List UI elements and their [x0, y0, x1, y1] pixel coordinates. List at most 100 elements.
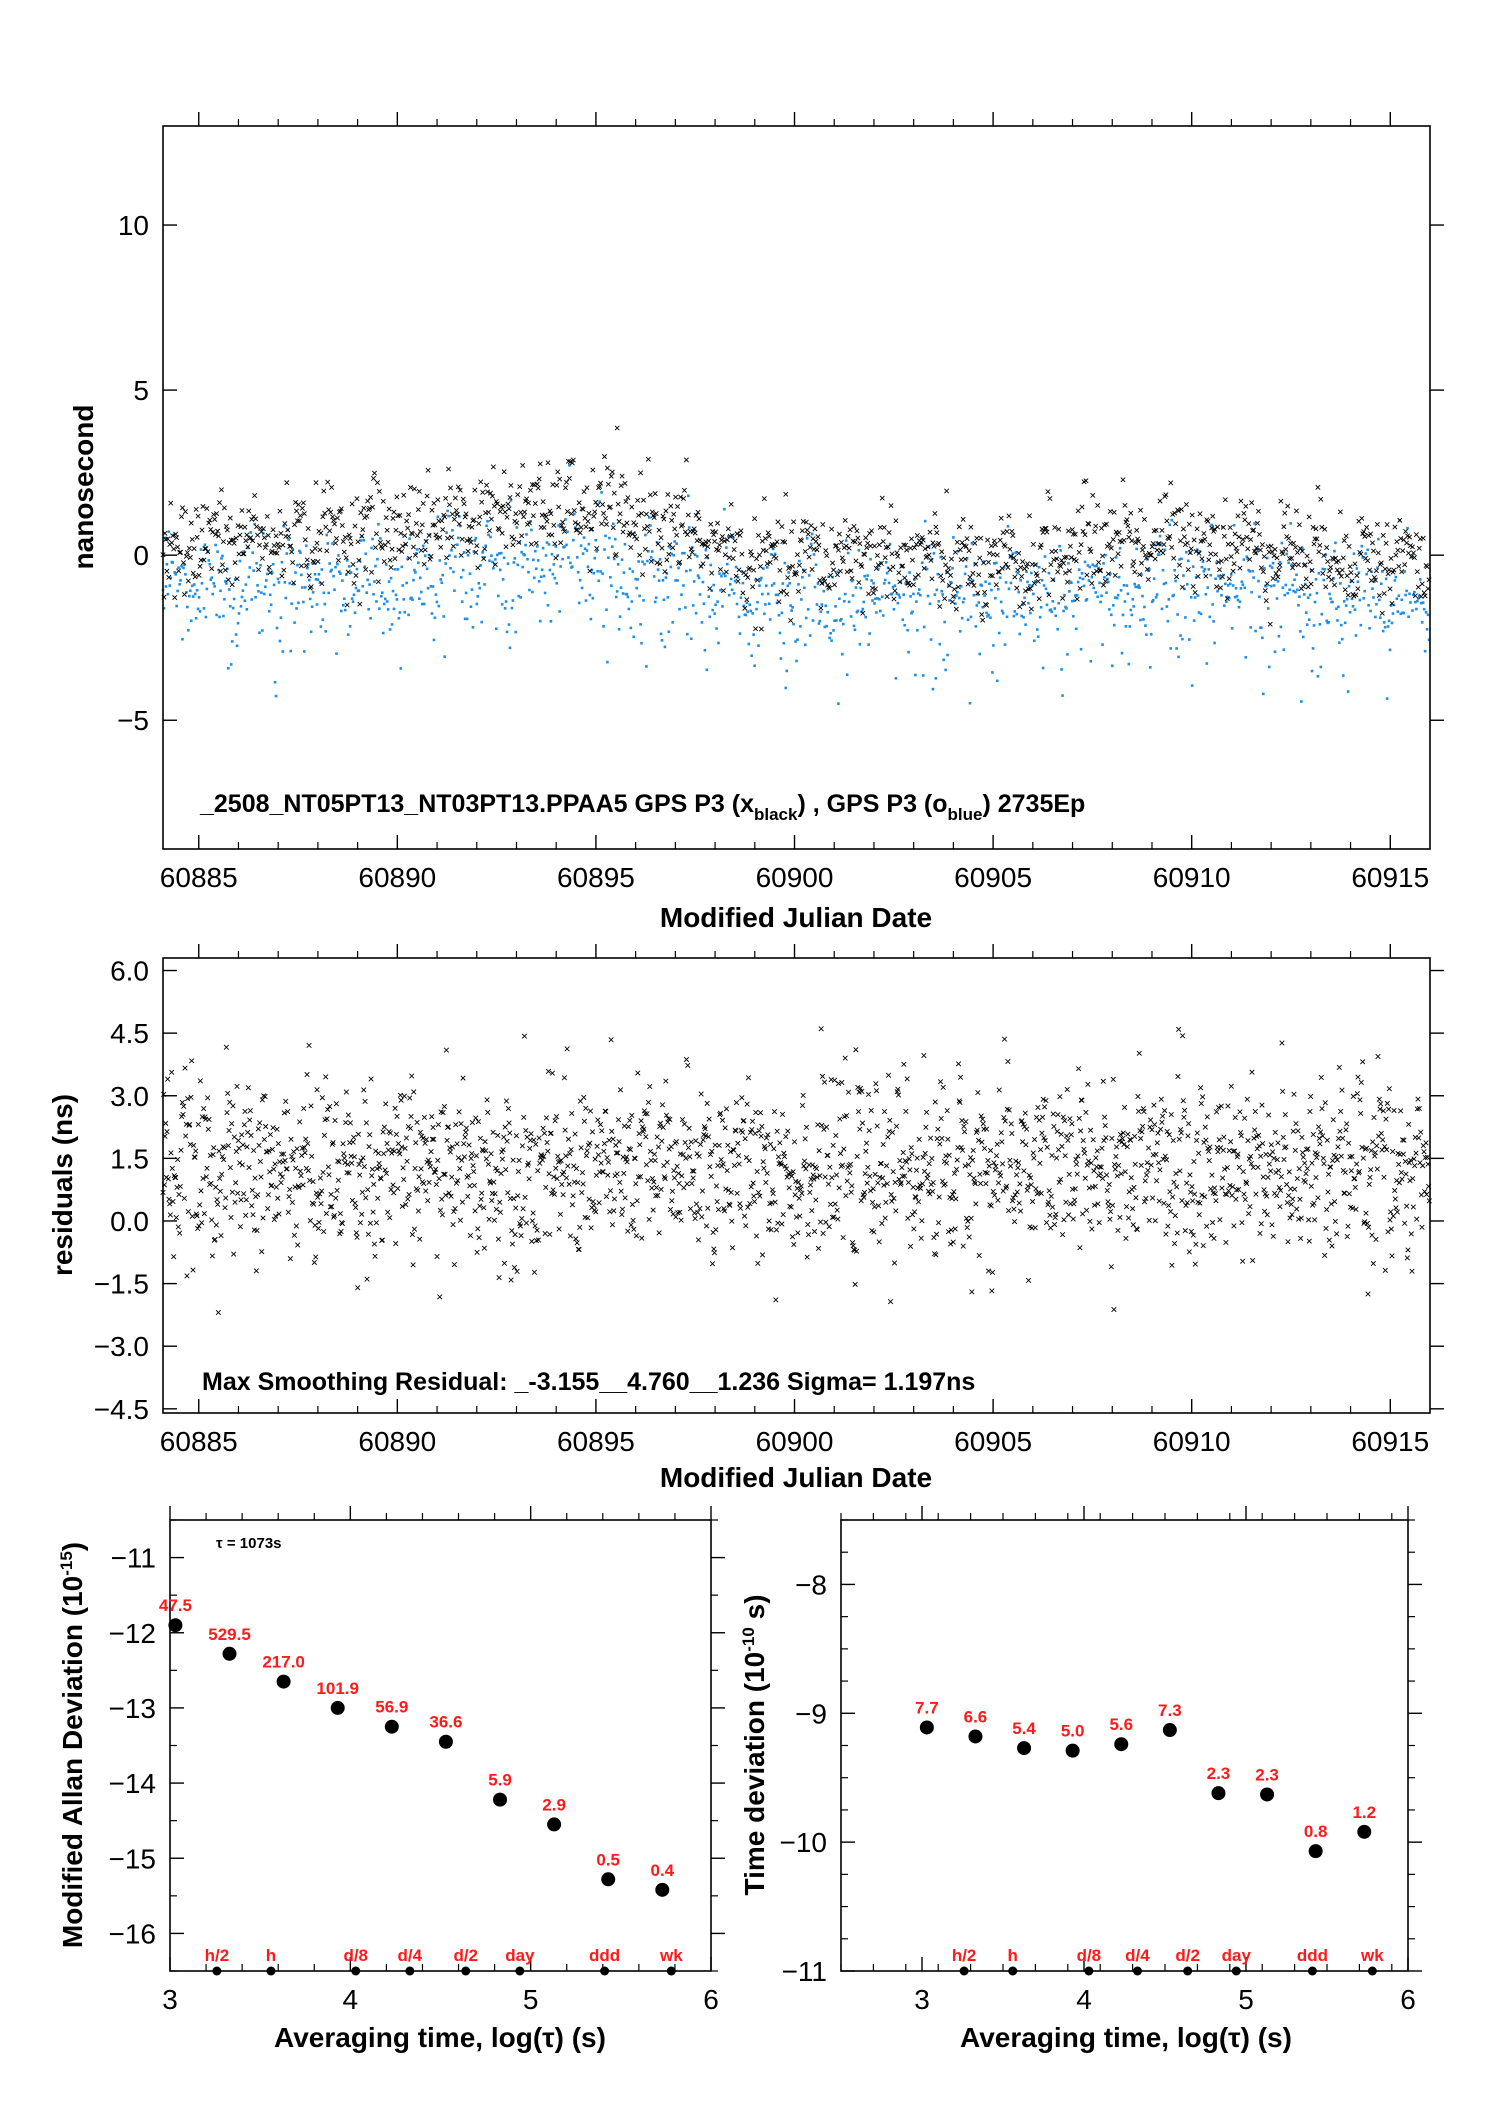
blue-point [648, 516, 651, 519]
y-tick-label: −10 [780, 1827, 828, 1858]
blue-point [1351, 605, 1355, 608]
blue-point [1416, 599, 1419, 603]
blue-point [310, 605, 314, 609]
deviation-point-label: 217.0 [262, 1653, 305, 1672]
blue-point [778, 631, 782, 635]
black-x-point [1100, 582, 1107, 588]
blue-point [184, 573, 187, 576]
black-x-point [581, 489, 587, 495]
blue-point [1012, 614, 1016, 618]
residual-x-point [766, 1218, 772, 1224]
blue-point [483, 583, 486, 586]
black-x-point [1087, 546, 1093, 552]
residual-x-point [174, 1184, 180, 1191]
black-x-point [747, 565, 753, 571]
residual-x-point [1067, 1116, 1073, 1122]
blue-point [856, 609, 860, 613]
blue-point [330, 568, 333, 572]
black-x-point [673, 494, 679, 500]
blue-point [242, 550, 246, 553]
residual-x-point [592, 1156, 598, 1162]
residual-x-point [644, 1111, 650, 1117]
black-x-point [896, 570, 902, 576]
residual-x-point [1388, 1209, 1394, 1215]
blue-point [1227, 596, 1231, 600]
black-x-point [1408, 554, 1414, 560]
blue-point [1260, 626, 1263, 630]
residual-x-point [243, 1197, 249, 1203]
black-x-point [1398, 535, 1404, 541]
black-x-point [737, 532, 743, 538]
residual-x-point [353, 1230, 360, 1236]
blue-point [564, 518, 567, 521]
residual-x-point [445, 1124, 452, 1130]
black-x-point [348, 541, 354, 547]
residual-x-point [827, 1201, 834, 1207]
black-x-point [903, 542, 909, 548]
residual-x-point [1259, 1102, 1265, 1108]
black-x-point [776, 599, 782, 605]
black-x-point [731, 547, 737, 553]
blue-point [1039, 605, 1043, 609]
residual-x-point [886, 1128, 892, 1134]
residual-x-point [209, 1217, 215, 1223]
residual-x-point [968, 1215, 974, 1221]
blue-point [1015, 612, 1019, 616]
residual-x-point [871, 1204, 878, 1210]
residual-x-point [572, 1131, 578, 1137]
blue-point [739, 596, 743, 600]
black-x-point [672, 526, 678, 532]
black-x-point [1168, 480, 1174, 486]
residual-x-point [1257, 1230, 1263, 1236]
residual-x-point [1154, 1140, 1160, 1146]
residual-x-point [218, 1232, 224, 1239]
residual-x-point [413, 1140, 419, 1146]
residual-x-point [512, 1231, 518, 1238]
blue-point [777, 613, 781, 617]
residual-x-point [1324, 1206, 1330, 1213]
blue-point [551, 572, 555, 576]
blue-point [709, 563, 713, 567]
black-x-point [1306, 514, 1312, 520]
residual-x-point [364, 1276, 370, 1282]
black-x-point [533, 540, 539, 546]
blue-point [1203, 567, 1207, 571]
residual-x-point [399, 1144, 405, 1150]
residual-x-point [813, 1166, 820, 1172]
residual-x-point [840, 1234, 846, 1241]
blue-point [1181, 637, 1184, 641]
residual-x-point [1032, 1225, 1038, 1231]
blue-point [1253, 522, 1256, 525]
blue-point [232, 597, 236, 601]
blue-point [1239, 587, 1243, 590]
blue-point [631, 570, 635, 573]
blue-point [1378, 616, 1382, 619]
residual-x-point [709, 1148, 715, 1155]
blue-point [226, 567, 229, 571]
residual-x-point [916, 1136, 922, 1143]
blue-point [973, 562, 977, 566]
residual-x-point [213, 1184, 219, 1190]
black-x-point [242, 524, 248, 530]
black-x-point [1133, 540, 1139, 546]
black-x-point [213, 531, 219, 538]
residual-x-point [1040, 1096, 1046, 1102]
blue-point [1238, 600, 1242, 604]
blue-point [549, 620, 553, 623]
residual-x-point [633, 1233, 640, 1239]
residual-x-point [779, 1111, 786, 1117]
blue-point [550, 552, 554, 556]
black-x-point [1274, 555, 1280, 561]
blue-point [1058, 544, 1061, 548]
blue-point [533, 576, 536, 580]
black-x-point [1207, 542, 1213, 548]
residual-x-point [263, 1123, 269, 1130]
black-x-point [403, 541, 409, 547]
residual-x-point [671, 1175, 678, 1181]
residual-x-point [874, 1123, 880, 1129]
tau-marker-label: day [505, 1946, 535, 1965]
black-x-point [1229, 541, 1235, 547]
residual-x-point [1261, 1187, 1267, 1193]
black-x-point [1304, 553, 1310, 559]
black-x-point [669, 517, 675, 523]
